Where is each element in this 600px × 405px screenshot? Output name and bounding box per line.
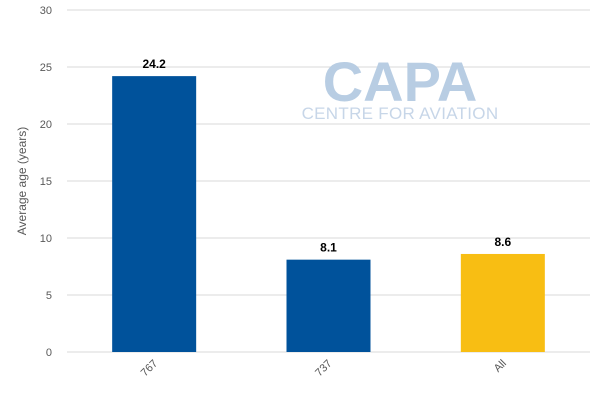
y-axis-ticks: 0 5 10 15 20 25 30 (40, 5, 52, 359)
data-label: 8.1 (320, 241, 337, 255)
x-tick-label: 767 (139, 358, 160, 379)
watermark-title: CAPA (323, 50, 478, 113)
y-tick-label: 15 (40, 176, 52, 188)
bars (112, 76, 545, 353)
bar (286, 259, 371, 352)
y-axis-title: Average age (years) (15, 127, 29, 236)
x-tick-label: 737 (313, 358, 334, 379)
bar (460, 253, 545, 352)
x-tick-label: All (492, 358, 509, 375)
data-labels: 24.2 8.1 8.6 (142, 57, 511, 255)
data-label: 8.6 (494, 235, 511, 249)
data-label: 24.2 (142, 57, 166, 71)
y-tick-label: 20 (40, 119, 52, 131)
watermark-subtitle: CENTRE FOR AVIATION (302, 104, 499, 123)
x-axis-ticks: 767 737 All (139, 358, 509, 379)
y-tick-label: 5 (46, 290, 52, 302)
bar (112, 76, 197, 353)
y-tick-label: 25 (40, 62, 52, 74)
y-tick-label: 0 (46, 347, 52, 359)
y-tick-label: 10 (40, 233, 52, 245)
y-tick-label: 30 (40, 5, 52, 17)
capa-watermark-logo: CAPA CENTRE FOR AVIATION (302, 50, 499, 123)
